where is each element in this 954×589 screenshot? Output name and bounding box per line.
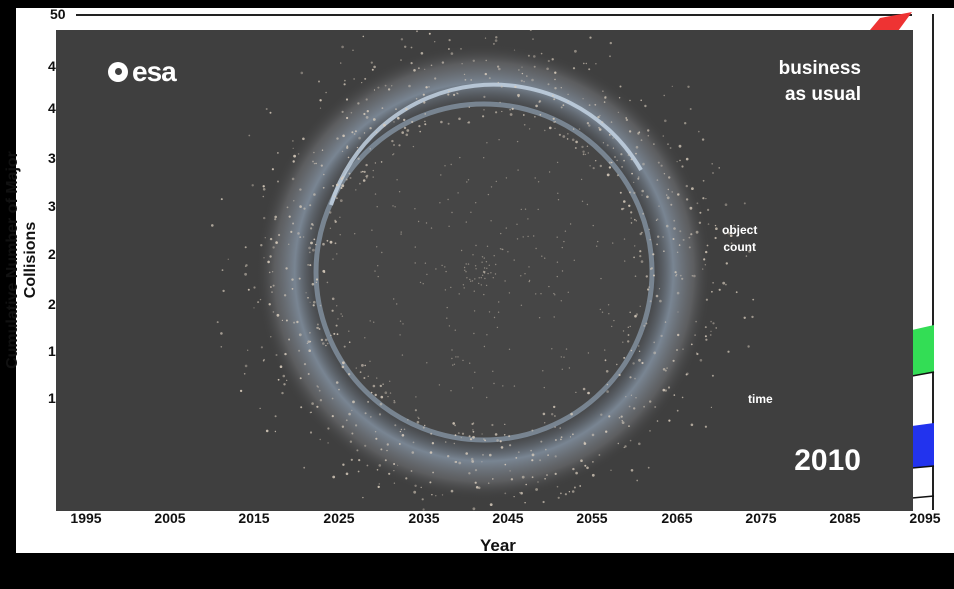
y-axis-label: Cumulative Number of Major Collisions [4,151,39,369]
x-tick: 2075 [745,510,777,526]
debris-video-frame: esa business as usual object count time … [56,30,913,511]
green-band [912,325,934,376]
scenario-label: business as usual [779,56,861,108]
y-tick: 2 [48,246,56,262]
y-tick: 3 [48,198,56,214]
scenario-line-2: as usual [784,84,861,105]
x-tick: 2025 [323,510,355,526]
object-count-line-1: object [722,223,758,237]
x-tick: 2095 [909,510,941,526]
x-tick: 2065 [661,510,693,526]
object-count-line-2: count [723,240,756,254]
y-tick: 3 [48,150,56,166]
y-tick: 4 [48,58,56,74]
blue-band [912,423,934,468]
chart-right-axis [932,14,934,510]
x-axis-label: Year [480,536,516,555]
x-tick: 1995 [70,510,102,526]
earth-debris-cloud [211,30,755,511]
y-tick: 1 [48,390,56,406]
y-tick: 2 [48,296,56,312]
y-tick: 50 [50,6,66,22]
x-tick: 2085 [829,510,861,526]
esa-logo: esa [108,56,177,88]
x-tick: 2035 [408,510,440,526]
scenario-line-1: business [778,58,861,79]
year-counter: 2010 [794,444,861,477]
esa-logo-text: esa [132,56,177,87]
x-tick: 2045 [492,510,524,526]
chart-top-line [76,14,912,16]
x-tick: 2005 [154,510,186,526]
y-tick: 4 [48,100,56,116]
time-label: time [748,392,773,406]
object-count-label: object count [722,222,757,256]
y-tick: 1 [48,343,56,359]
x-tick: 2015 [238,510,270,526]
esa-logo-mark-icon [108,62,128,82]
x-tick: 2055 [576,510,608,526]
